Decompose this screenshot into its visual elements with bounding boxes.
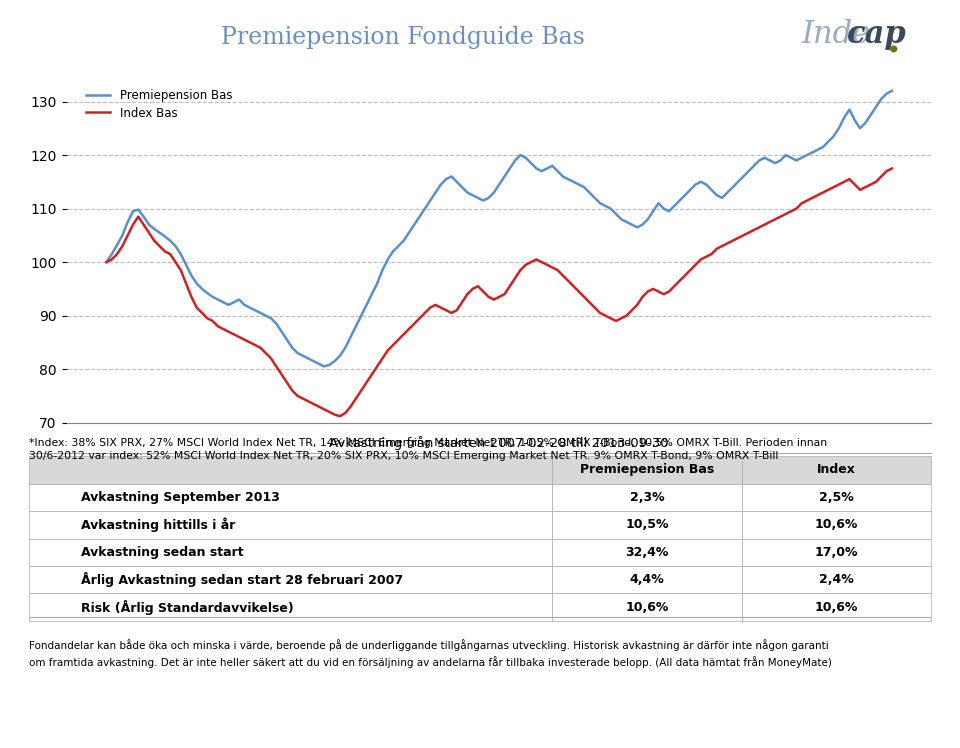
Index Bas — [451, 306, 463, 315]
Premiepension Bas — [239, 301, 251, 310]
Legend: Premiepension Bas, Index Bas: Premiepension Bas, Index Bas — [82, 85, 237, 124]
Premiepension Bas — [286, 343, 298, 352]
Text: *Index: 38% SIX PRX, 27% MSCI World Index Net TR, 14% MSCI Emerging Market Net T: *Index: 38% SIX PRX, 27% MSCI World Inde… — [29, 438, 827, 461]
Index Bas — [101, 257, 112, 266]
Premiepension Bas — [319, 362, 330, 371]
Text: cap: cap — [847, 19, 906, 49]
Index Bas — [292, 391, 303, 400]
Index Bas — [202, 314, 213, 323]
Premiepension Bas — [101, 257, 112, 266]
Index Bas — [286, 386, 298, 395]
X-axis label: Avkastning från starten 2007-02-28 till 2013-09-30: Avkastning från starten 2007-02-28 till … — [329, 437, 669, 450]
Premiepension Bas — [621, 218, 633, 227]
Text: Inde: Inde — [802, 19, 871, 49]
Text: Fondandelar kan både öka och minska i värde, beroende på de underliggande tillgå: Fondandelar kan både öka och minska i vä… — [29, 640, 831, 668]
Premiepension Bas — [292, 349, 303, 358]
Premiepension Bas — [886, 86, 898, 95]
Line: Premiepension Bas: Premiepension Bas — [107, 91, 892, 367]
Index Bas — [334, 411, 346, 420]
Text: .: . — [887, 22, 900, 61]
Index Bas — [621, 311, 633, 320]
Premiepension Bas — [451, 177, 463, 186]
Text: Premiepension Fondguide Bas: Premiepension Fondguide Bas — [221, 26, 586, 49]
Index Bas — [239, 335, 251, 344]
Index Bas — [886, 164, 898, 173]
Premiepension Bas — [202, 289, 213, 298]
Line: Index Bas: Index Bas — [107, 168, 892, 416]
